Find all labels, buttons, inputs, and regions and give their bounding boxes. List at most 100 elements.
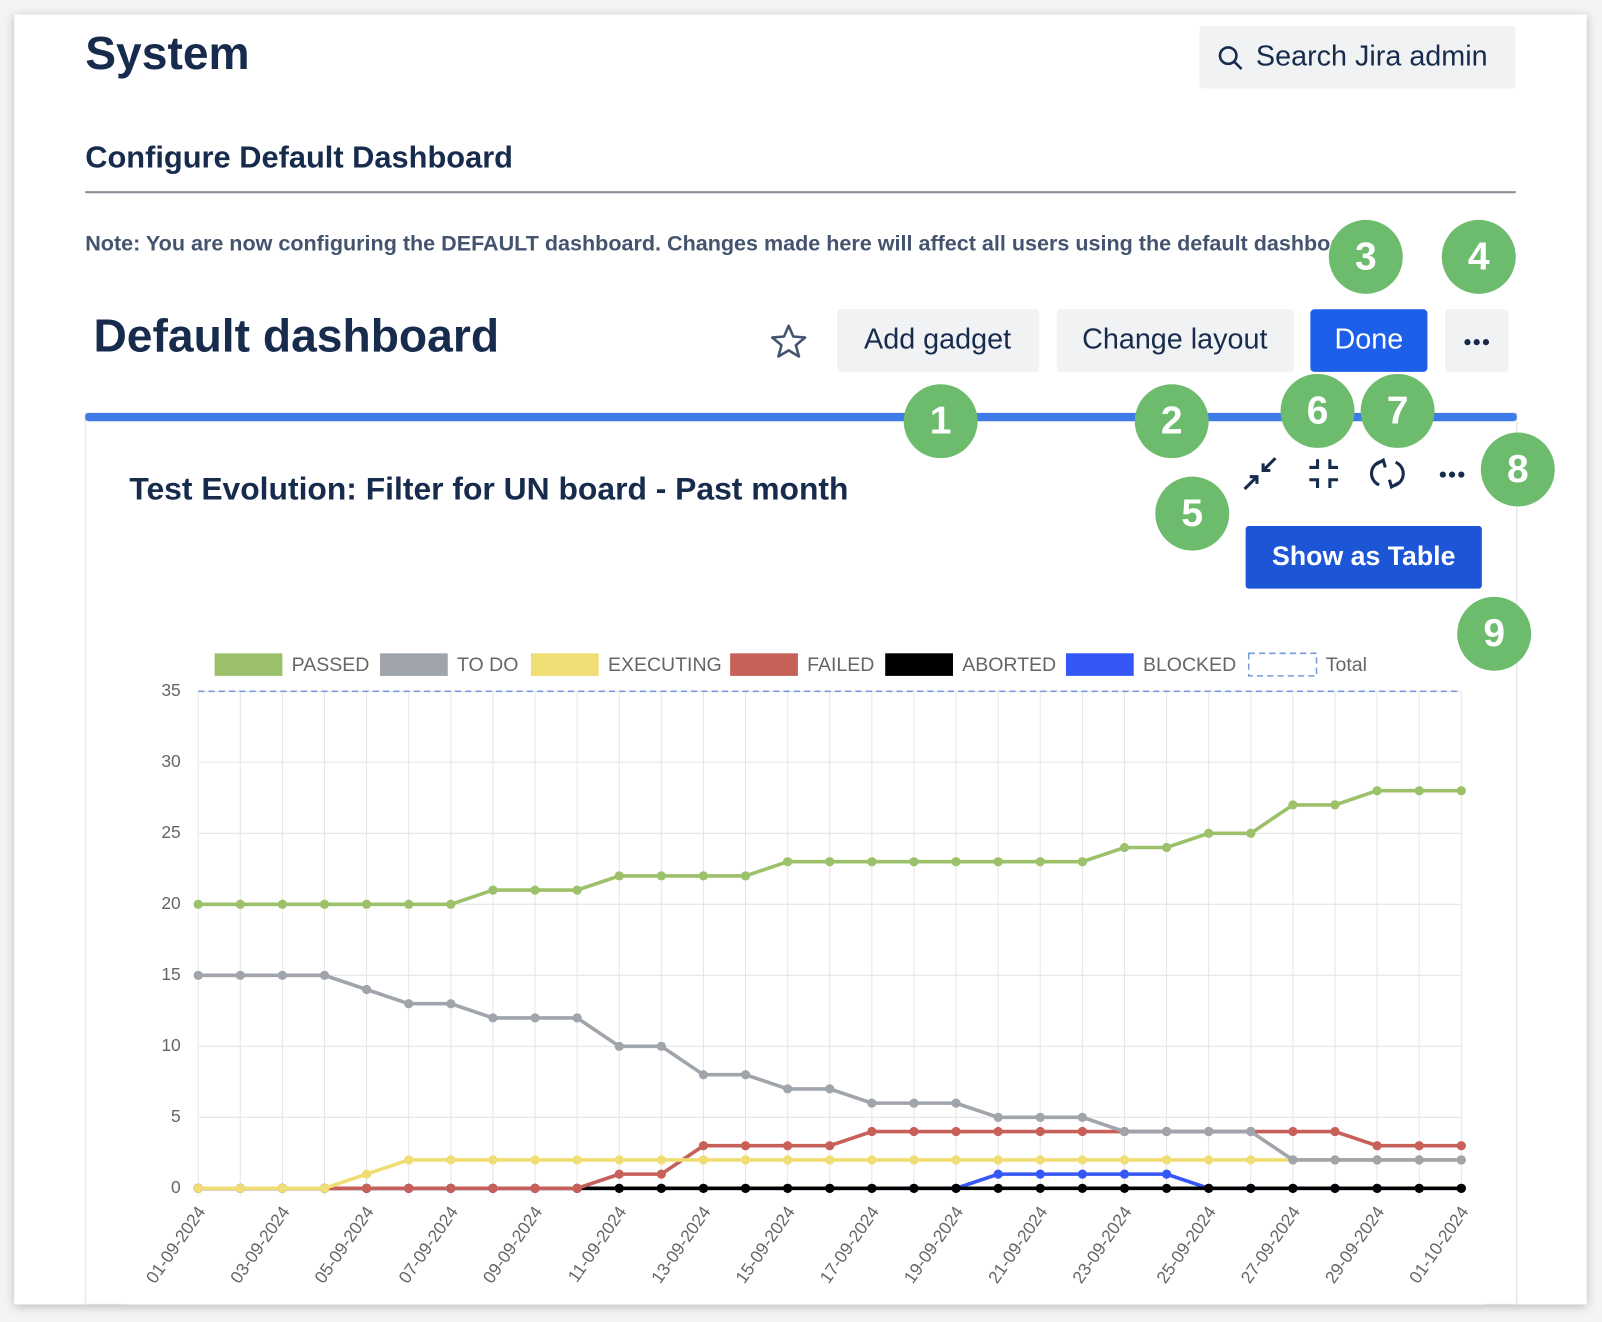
data-point [1330,1155,1340,1165]
data-point [404,1155,414,1165]
data-point [1246,1155,1256,1165]
data-point [993,1126,1003,1137]
search-box[interactable] [1199,25,1516,89]
data-point [656,871,666,881]
data-point [1288,1155,1298,1165]
data-point [909,1098,919,1108]
callout-number: 2 [1161,400,1183,443]
data-point [1246,1183,1256,1193]
data-point [235,899,245,909]
data-point [1035,1169,1045,1179]
legend-label: TO DO [457,654,518,676]
data-point [319,899,330,909]
data-point [1077,857,1087,867]
minimize-icon[interactable] [1243,457,1277,491]
data-point [951,1183,961,1193]
data-point [783,1141,793,1151]
data-point [825,1155,835,1165]
y-tick-label: 35 [161,680,180,700]
data-point [1119,1155,1130,1165]
data-point [614,1169,624,1179]
data-point [740,1070,751,1080]
data-point [319,970,330,980]
data-point [446,999,456,1009]
data-point [825,857,835,867]
legend-swatch [379,653,448,676]
data-point [1456,1141,1466,1151]
search-label: Search Jira admin [1256,40,1488,72]
data-point [1161,1183,1172,1193]
data-point [698,871,709,881]
data-point [1414,1141,1424,1151]
show-table-button[interactable] [1245,525,1482,589]
add-gadget-button[interactable] [836,309,1040,372]
data-point [951,1126,961,1137]
data-point [698,1183,709,1193]
star-icon[interactable] [770,324,807,358]
data-point [993,1112,1003,1122]
button-label: Add gadget [864,324,1011,356]
data-point [530,885,540,895]
data-point [993,1183,1003,1193]
legend-label: PASSED [292,654,370,676]
data-point [614,1041,624,1051]
legend-swatch [885,653,953,676]
data-point [488,1013,498,1023]
change-layout-button[interactable] [1056,309,1294,372]
callout-badge [1441,219,1516,294]
y-tick-label: 15 [161,964,180,984]
data-point [1161,842,1172,853]
data-point [1161,1155,1172,1165]
refresh-icon[interactable] [1370,457,1405,490]
data-point [193,899,203,909]
data-point [446,1183,456,1193]
legend-label: BLOCKED [1143,654,1236,676]
data-point [1077,1183,1087,1193]
note: Note: You are now configuring the DEFAUL… [85,230,1370,255]
data-point [740,871,751,881]
data-point [361,1169,372,1179]
data-point [1077,1155,1087,1165]
callout-badge [1480,432,1555,507]
data-point [1414,1155,1424,1165]
data-point [361,984,372,995]
data-point [993,1155,1003,1165]
data-point [404,999,414,1009]
collapse-icon[interactable] [1309,459,1339,488]
data-point [1035,1112,1045,1122]
data-point [572,1183,582,1193]
data-point [1456,1183,1466,1193]
section-title: Configure Default Dashboard [85,139,513,174]
callout-badge [1328,219,1403,294]
data-point [1246,1126,1256,1137]
callout-number: 5 [1181,492,1203,535]
done-button[interactable] [1310,309,1428,372]
data-point [909,1155,919,1165]
data-point [783,857,793,867]
data-point [1330,800,1340,810]
dashboard-title: Default dashboard [93,309,499,361]
data-point [1077,1169,1087,1179]
data-point [277,899,288,909]
data-point [614,1183,624,1193]
callout-badge [1280,373,1355,448]
legend-swatch [1247,652,1318,677]
data-point [825,1183,835,1193]
legend-swatch [530,653,599,676]
data-point [446,1155,456,1165]
callout-badge [1155,476,1230,551]
data-point [656,1183,666,1193]
data-point [1288,1126,1298,1137]
callout-number: 1 [930,400,952,443]
data-point [404,899,414,909]
data-point [1035,857,1045,867]
data-point [867,857,877,867]
data-point [1119,842,1130,853]
data-point [1119,1183,1130,1193]
y-tick-label: 25 [161,822,180,842]
legend-label: EXECUTING [608,654,722,676]
gadget-more-icon[interactable] [1439,471,1465,478]
data-point [783,1084,793,1094]
data-point [740,1141,751,1151]
